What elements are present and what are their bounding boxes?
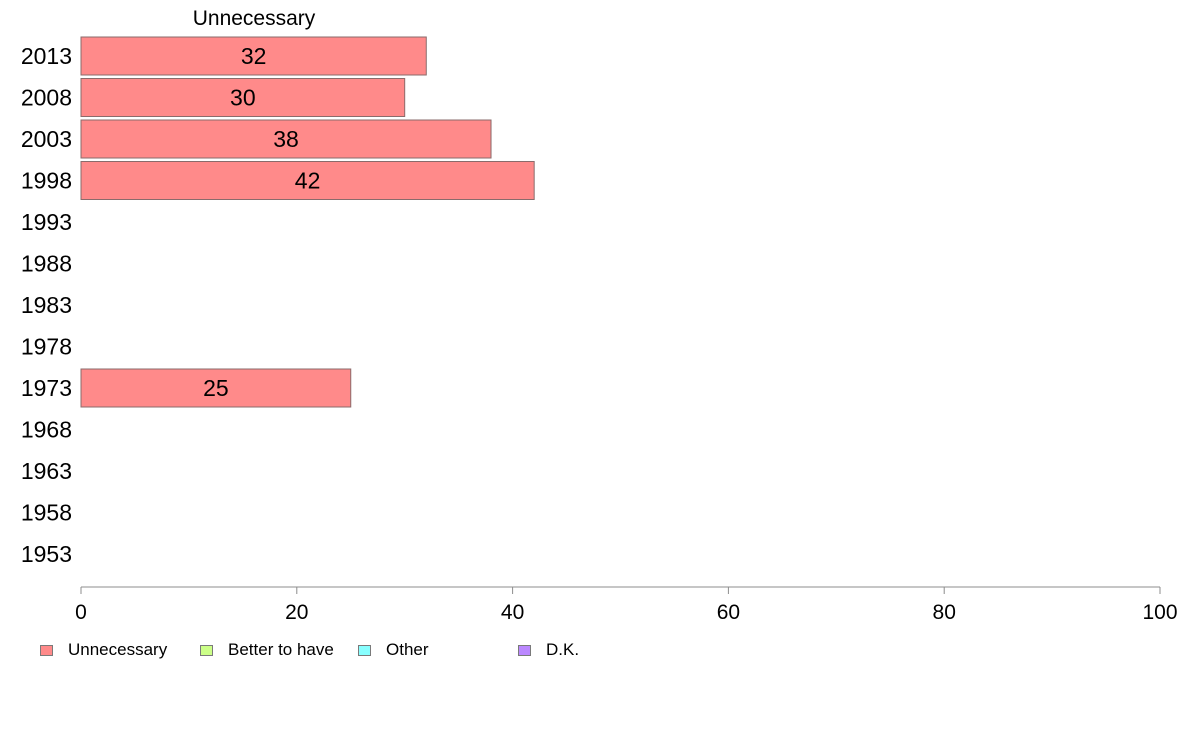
bar-2013 bbox=[80, 36, 427, 76]
legend-label-other: Other bbox=[386, 640, 429, 659]
x-tick-label-0: 0 bbox=[75, 601, 87, 624]
legend-swatch-other bbox=[358, 644, 371, 656]
legend-swatch-dk bbox=[518, 644, 531, 656]
y-tick-label-1953: 1953 bbox=[21, 541, 72, 567]
x-tick-label-100: 100 bbox=[1142, 601, 1177, 624]
y-tick-label-2008: 2008 bbox=[21, 85, 72, 111]
data-label-1998: 42 bbox=[295, 168, 321, 194]
bars-layer: 32 30 38 42 25 bbox=[80, 36, 535, 408]
x-tick-label-40: 40 bbox=[501, 601, 524, 624]
y-tick-label-1998: 1998 bbox=[21, 168, 72, 194]
x-tick-label-20: 20 bbox=[285, 601, 308, 624]
y-tick-label-1993: 1993 bbox=[21, 209, 72, 235]
legend-swatch-better-to-have bbox=[200, 644, 213, 656]
y-tick-label-1988: 1988 bbox=[21, 251, 72, 277]
legend-item-other: Other bbox=[358, 640, 429, 660]
bar-1973 bbox=[80, 368, 352, 408]
bar-1998 bbox=[80, 161, 535, 200]
y-tick-label-1973: 1973 bbox=[21, 375, 72, 401]
legend-item-unnecessary: Unnecessary bbox=[40, 640, 167, 660]
data-label-2013: 32 bbox=[241, 43, 267, 69]
legend-label-better-to-have: Better to have bbox=[228, 640, 334, 659]
x-axis: 0 20 40 60 80 100 bbox=[75, 586, 1178, 624]
bar-2003 bbox=[80, 119, 492, 159]
y-tick-label-2003: 2003 bbox=[21, 126, 72, 152]
y-tick-label-1968: 1968 bbox=[21, 417, 72, 443]
legend-item-dk: D.K. bbox=[518, 640, 579, 660]
bar-2008 bbox=[80, 78, 406, 117]
legend-label-unnecessary: Unnecessary bbox=[68, 640, 168, 659]
y-tick-label-1983: 1983 bbox=[21, 292, 72, 318]
y-tick-label-1978: 1978 bbox=[21, 334, 72, 360]
legend-label-dk: D.K. bbox=[546, 640, 580, 659]
data-label-2003: 38 bbox=[273, 126, 299, 152]
data-label-2008: 30 bbox=[230, 85, 256, 111]
legend: Unnecessary Better to have Other D.K. bbox=[40, 640, 660, 660]
data-label-1973: 25 bbox=[203, 375, 229, 401]
legend-swatch-unnecessary bbox=[40, 644, 53, 656]
x-tick-label-80: 80 bbox=[933, 601, 956, 624]
y-axis-labels: 2013 2008 2003 1998 1993 1988 1983 1978 1973 1968… bbox=[21, 43, 72, 567]
chart-title: Unnecessary bbox=[193, 7, 316, 30]
y-tick-label-1963: 1963 bbox=[21, 458, 72, 484]
x-tick-label-60: 60 bbox=[717, 601, 740, 624]
y-tick-label-1958: 1958 bbox=[21, 500, 72, 526]
legend-item-better-to-have: Better to have bbox=[200, 640, 334, 660]
y-tick-label-2013: 2013 bbox=[21, 43, 72, 69]
